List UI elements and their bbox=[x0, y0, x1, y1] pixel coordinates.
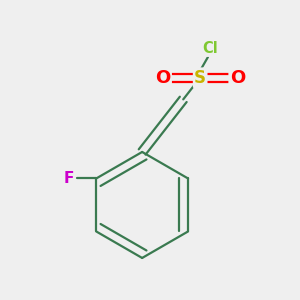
Text: F: F bbox=[64, 171, 74, 186]
Text: O: O bbox=[155, 69, 170, 87]
Text: O: O bbox=[230, 69, 245, 87]
Text: Cl: Cl bbox=[202, 41, 218, 56]
Text: S: S bbox=[194, 69, 206, 87]
